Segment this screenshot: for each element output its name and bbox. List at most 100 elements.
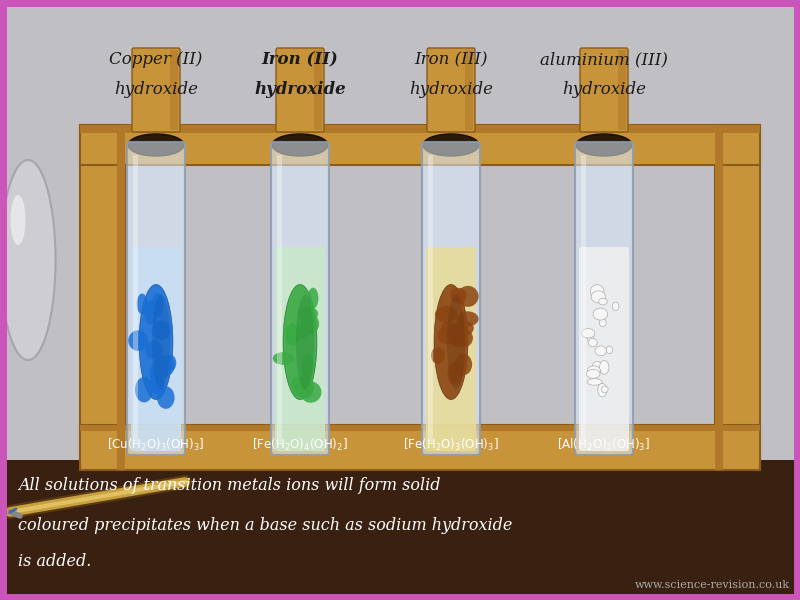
Bar	[618, 50, 626, 130]
Text: All solutions of transition metals ions will form solid: All solutions of transition metals ions …	[18, 476, 441, 493]
Ellipse shape	[128, 134, 184, 156]
Ellipse shape	[458, 286, 478, 307]
Ellipse shape	[599, 319, 606, 326]
Ellipse shape	[302, 314, 319, 334]
Bar	[117, 125, 125, 470]
Ellipse shape	[10, 195, 26, 245]
Ellipse shape	[157, 386, 174, 409]
Ellipse shape	[438, 326, 458, 344]
Ellipse shape	[576, 134, 632, 156]
Bar	[170, 50, 178, 130]
Ellipse shape	[165, 355, 176, 371]
Ellipse shape	[431, 347, 445, 364]
Ellipse shape	[1, 160, 55, 360]
Ellipse shape	[587, 379, 602, 385]
Ellipse shape	[145, 340, 162, 359]
FancyBboxPatch shape	[422, 142, 480, 455]
Text: $[\mathrm{Fe(H_2O)_4(OH)_2}]$: $[\mathrm{Fe(H_2O)_4(OH)_2}]$	[252, 437, 348, 453]
Ellipse shape	[137, 293, 147, 314]
Ellipse shape	[128, 330, 148, 351]
Ellipse shape	[591, 291, 606, 303]
Ellipse shape	[454, 320, 474, 336]
Ellipse shape	[151, 293, 164, 317]
Bar	[80, 125, 125, 470]
Ellipse shape	[588, 338, 598, 347]
Text: Iron (II): Iron (II)	[262, 52, 338, 68]
Bar	[715, 125, 723, 470]
FancyBboxPatch shape	[271, 142, 329, 455]
Ellipse shape	[454, 328, 473, 347]
Ellipse shape	[302, 354, 314, 378]
Ellipse shape	[298, 374, 314, 398]
Text: is added.: is added.	[18, 553, 91, 571]
Ellipse shape	[150, 362, 162, 385]
FancyBboxPatch shape	[579, 247, 629, 451]
Ellipse shape	[602, 386, 608, 393]
Ellipse shape	[454, 354, 472, 375]
Text: hydroxide: hydroxide	[409, 82, 493, 98]
Ellipse shape	[272, 134, 328, 156]
Ellipse shape	[286, 323, 300, 346]
Ellipse shape	[586, 370, 600, 378]
Ellipse shape	[457, 311, 478, 326]
FancyBboxPatch shape	[80, 125, 760, 165]
Ellipse shape	[449, 323, 466, 347]
Ellipse shape	[291, 377, 303, 389]
Ellipse shape	[587, 332, 594, 342]
Text: www.science-revision.co.uk: www.science-revision.co.uk	[635, 580, 790, 590]
Ellipse shape	[308, 287, 318, 309]
FancyBboxPatch shape	[132, 48, 180, 132]
Ellipse shape	[592, 361, 602, 374]
Text: $[\mathrm{Cu(H_2O)_3(OH)_3}]$: $[\mathrm{Cu(H_2O)_3(OH)_3}]$	[107, 437, 205, 453]
FancyBboxPatch shape	[275, 247, 325, 451]
Bar	[277, 155, 282, 442]
Text: Iron (III): Iron (III)	[414, 52, 488, 68]
Text: coloured precipitates when a base such as sodium hydroxide: coloured precipitates when a base such a…	[18, 517, 512, 533]
Ellipse shape	[606, 346, 613, 353]
FancyBboxPatch shape	[276, 48, 324, 132]
FancyBboxPatch shape	[575, 142, 633, 455]
Ellipse shape	[151, 320, 171, 340]
Ellipse shape	[294, 323, 310, 338]
Ellipse shape	[273, 352, 294, 365]
Ellipse shape	[434, 284, 468, 400]
Ellipse shape	[135, 377, 154, 403]
Bar	[314, 50, 322, 130]
Ellipse shape	[150, 373, 165, 394]
Ellipse shape	[152, 295, 170, 389]
FancyBboxPatch shape	[426, 247, 476, 451]
Ellipse shape	[298, 307, 318, 320]
Bar	[0, 460, 800, 600]
FancyBboxPatch shape	[127, 142, 185, 455]
Bar	[428, 155, 433, 442]
Ellipse shape	[447, 295, 465, 389]
Ellipse shape	[587, 366, 600, 375]
Text: hydroxide: hydroxide	[562, 82, 646, 98]
Text: aluminium (III): aluminium (III)	[540, 52, 668, 68]
Ellipse shape	[283, 284, 317, 400]
FancyBboxPatch shape	[80, 425, 760, 470]
Ellipse shape	[294, 383, 310, 398]
Text: Copper (II): Copper (II)	[110, 52, 202, 68]
Ellipse shape	[300, 382, 322, 403]
Bar	[715, 125, 760, 470]
Ellipse shape	[593, 308, 608, 320]
Ellipse shape	[598, 298, 607, 305]
Ellipse shape	[598, 383, 606, 397]
Bar	[80, 425, 760, 431]
Ellipse shape	[139, 284, 173, 400]
Text: $[\mathrm{Fe(H_2O)_3(OH)_3}]$: $[\mathrm{Fe(H_2O)_3(OH)_3}]$	[403, 437, 499, 453]
Ellipse shape	[612, 302, 619, 311]
Ellipse shape	[144, 300, 158, 325]
Ellipse shape	[296, 295, 314, 389]
Ellipse shape	[442, 321, 454, 334]
Ellipse shape	[435, 306, 457, 322]
Ellipse shape	[450, 288, 466, 304]
Text: hydroxide: hydroxide	[254, 82, 346, 98]
Ellipse shape	[582, 329, 595, 338]
Text: $[\mathrm{Al(H_2O)_3(OH)_3}]$: $[\mathrm{Al(H_2O)_3(OH)_3}]$	[558, 437, 650, 453]
Ellipse shape	[595, 346, 606, 356]
Text: hydroxide: hydroxide	[114, 82, 198, 98]
Bar	[465, 50, 473, 130]
Ellipse shape	[590, 284, 604, 299]
